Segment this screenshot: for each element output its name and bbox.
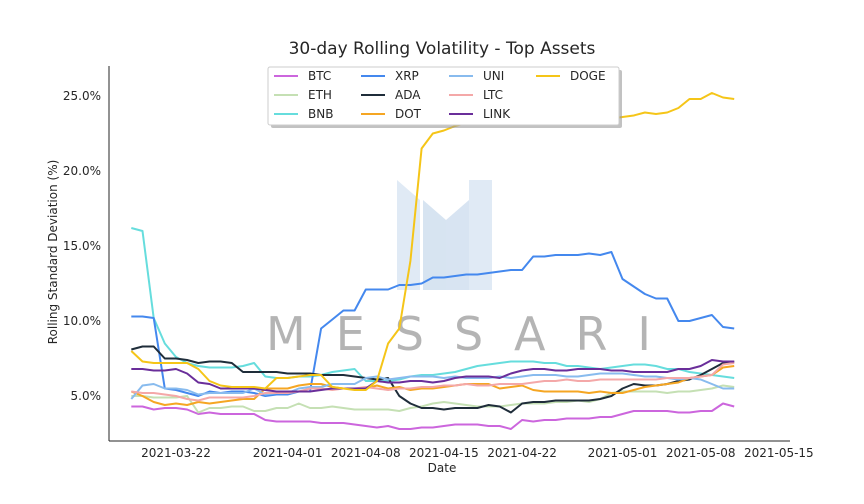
series-line-dot (130, 365, 735, 406)
legend-item-xrp: XRP (361, 69, 419, 83)
x-tick-label: 2021-05-15 (744, 446, 814, 460)
legend: BTC ETH BNB XRP ADA DOT UNI LTC LINK DOGE (267, 66, 622, 128)
y-tick-label: 25.0% (63, 89, 101, 103)
legend-box (267, 66, 620, 126)
legend-item-uni: UNI (449, 69, 504, 83)
legend-label: LTC (483, 88, 503, 102)
legend-label: BTC (308, 69, 331, 83)
x-tick-label: 2021-05-01 (588, 446, 658, 460)
series-lines (130, 92, 735, 430)
legend-label: BNB (308, 107, 333, 121)
legend-item-eth: ETH (274, 88, 332, 102)
legend-item-link: LINK (449, 107, 511, 121)
legend-label: XRP (395, 69, 419, 83)
legend-item-dot: DOT (361, 107, 422, 121)
messari-watermark: MESSARI (266, 180, 681, 361)
legend-item-ada: ADA (361, 88, 421, 102)
x-tick-label: 2021-04-22 (487, 446, 557, 460)
series-line-bnb (131, 227, 735, 382)
legend-label: ETH (308, 88, 332, 102)
series-line-doge (130, 92, 735, 391)
x-tick-label: 2021-04-08 (331, 446, 401, 460)
y-tick-labels: 5.0% 10.0% 15.0% 20.0% 25.0% (63, 89, 101, 403)
legend-label: ADA (395, 88, 421, 102)
legend-items: BTC ETH BNB XRP ADA DOT UNI LTC LINK DOGE (274, 69, 606, 121)
legend-label: LINK (483, 107, 511, 121)
x-tick-labels: 2021-03-22 2021-04-01 2021-04-08 2021-04-15… (141, 446, 814, 460)
legend-item-bnb: BNB (274, 107, 333, 121)
x-tick-label: 2021-04-01 (253, 446, 323, 460)
y-tick-label: 5.0% (71, 389, 102, 403)
y-tick-label: 10.0% (63, 314, 101, 328)
x-tick-label: 2021-04-15 (409, 446, 479, 460)
y-tick-label: 20.0% (63, 164, 101, 178)
series-line-ada (131, 345, 735, 414)
legend-item-doge: DOGE (536, 69, 606, 83)
series-line-eth (131, 384, 735, 414)
y-axis-title: Rolling Standard Deviation (%) (46, 160, 60, 345)
watermark-text: MESSARI (266, 307, 681, 361)
legend-item-btc: BTC (274, 69, 331, 83)
y-tick-label: 15.0% (63, 239, 101, 253)
series-line-uni (130, 372, 735, 400)
series-line-link (131, 359, 735, 393)
legend-item-ltc: LTC (449, 88, 503, 102)
series-line-btc (131, 402, 735, 430)
x-tick-label: 2021-03-22 (141, 446, 211, 460)
legend-label: DOT (395, 107, 422, 121)
chart-title: 30-day Rolling Volatility - Top Assets (289, 39, 596, 59)
legend-label: UNI (483, 69, 504, 83)
legend-label: DOGE (570, 69, 606, 83)
x-axis-title: Date (428, 461, 457, 475)
series-line-ltc (131, 362, 735, 402)
x-tick-label: 2021-05-08 (666, 446, 736, 460)
series-line-xrp (131, 251, 735, 397)
